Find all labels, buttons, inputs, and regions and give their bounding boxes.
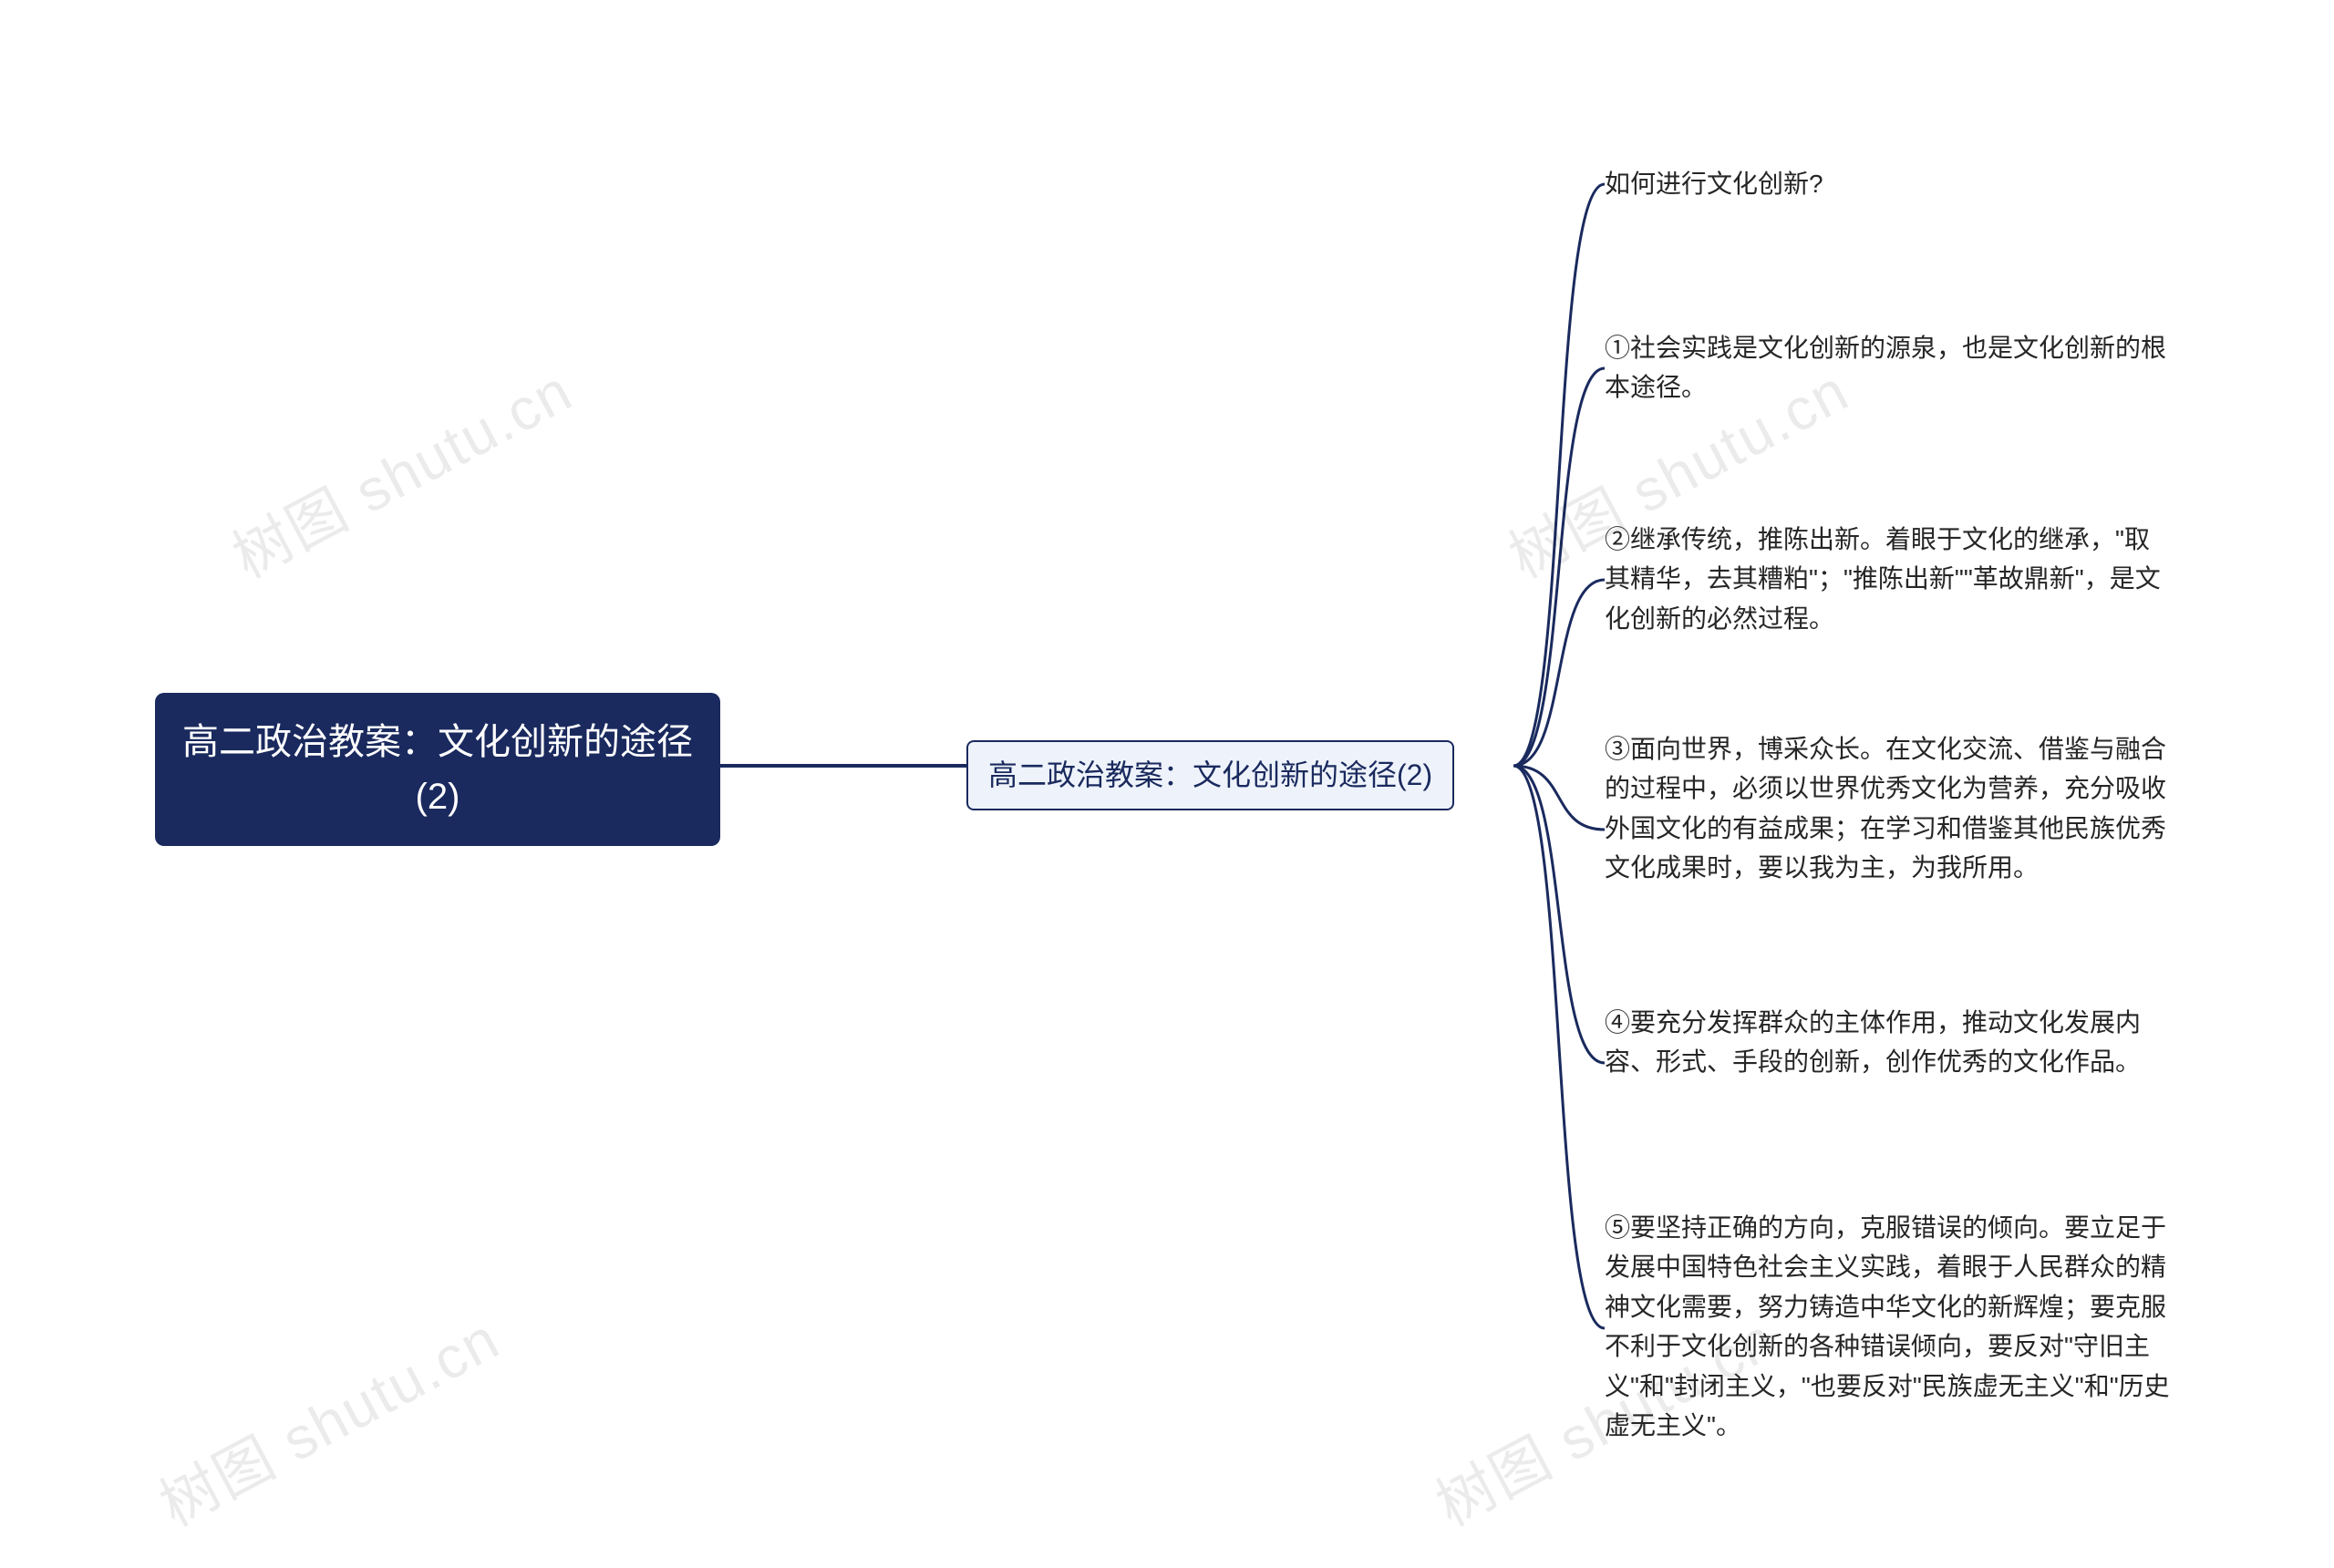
root-label: 高二政治教案：文化创新的途径(2) (182, 715, 693, 824)
leaf-label: ⑤要坚持正确的方向，克服错误的倾向。要立足于发展中国特色社会主义实践，着眼于人民… (1605, 1208, 2170, 1445)
leaf-label: 如何进行文化创新? (1605, 164, 1823, 203)
mid-node[interactable]: 高二政治教案：文化创新的途径(2) (966, 740, 1454, 810)
leaf-node-0[interactable]: 如何进行文化创新? (1605, 164, 2170, 203)
mid-label: 高二政治教案：文化创新的途径(2) (988, 755, 1432, 796)
leaf-node-5[interactable]: ⑤要坚持正确的方向，克服错误的倾向。要立足于发展中国特色社会主义实践，着眼于人民… (1605, 1208, 2170, 1445)
mindmap-canvas: 树图 shutu.cn 树图 shutu.cn 树图 shutu.cn 树图 s… (0, 0, 2334, 1568)
leaf-node-2[interactable]: ②继承传统，推陈出新。着眼于文化的继承，"取其精华，去其糟粕"；"推陈出新""革… (1605, 520, 2170, 638)
edge-mid-leaf-2 (1513, 580, 1605, 766)
leaf-node-3[interactable]: ③面向世界，博采众长。在文化交流、借鉴与融合的过程中，必须以世界优秀文化为营养，… (1605, 729, 2170, 888)
root-node[interactable]: 高二政治教案：文化创新的途径(2) (155, 693, 720, 846)
leaf-node-4[interactable]: ④要充分发挥群众的主体作用，推动文化发展内容、形式、手段的创新，创作优秀的文化作… (1605, 1003, 2170, 1082)
edge-mid-leaf-1 (1513, 368, 1605, 766)
edge-mid-leaf-4 (1513, 766, 1605, 1063)
leaf-node-1[interactable]: ①社会实践是文化创新的源泉，也是文化创新的根本途径。 (1605, 328, 2170, 407)
edge-mid-leaf-5 (1513, 766, 1605, 1328)
leaf-label: ③面向世界，博采众长。在文化交流、借鉴与融合的过程中，必须以世界优秀文化为营养，… (1605, 729, 2170, 888)
leaf-label: ①社会实践是文化创新的源泉，也是文化创新的根本途径。 (1605, 328, 2170, 407)
leaf-label: ②继承传统，推陈出新。着眼于文化的继承，"取其精华，去其糟粕"；"推陈出新""革… (1605, 520, 2170, 638)
leaf-label: ④要充分发挥群众的主体作用，推动文化发展内容、形式、手段的创新，创作优秀的文化作… (1605, 1003, 2170, 1082)
